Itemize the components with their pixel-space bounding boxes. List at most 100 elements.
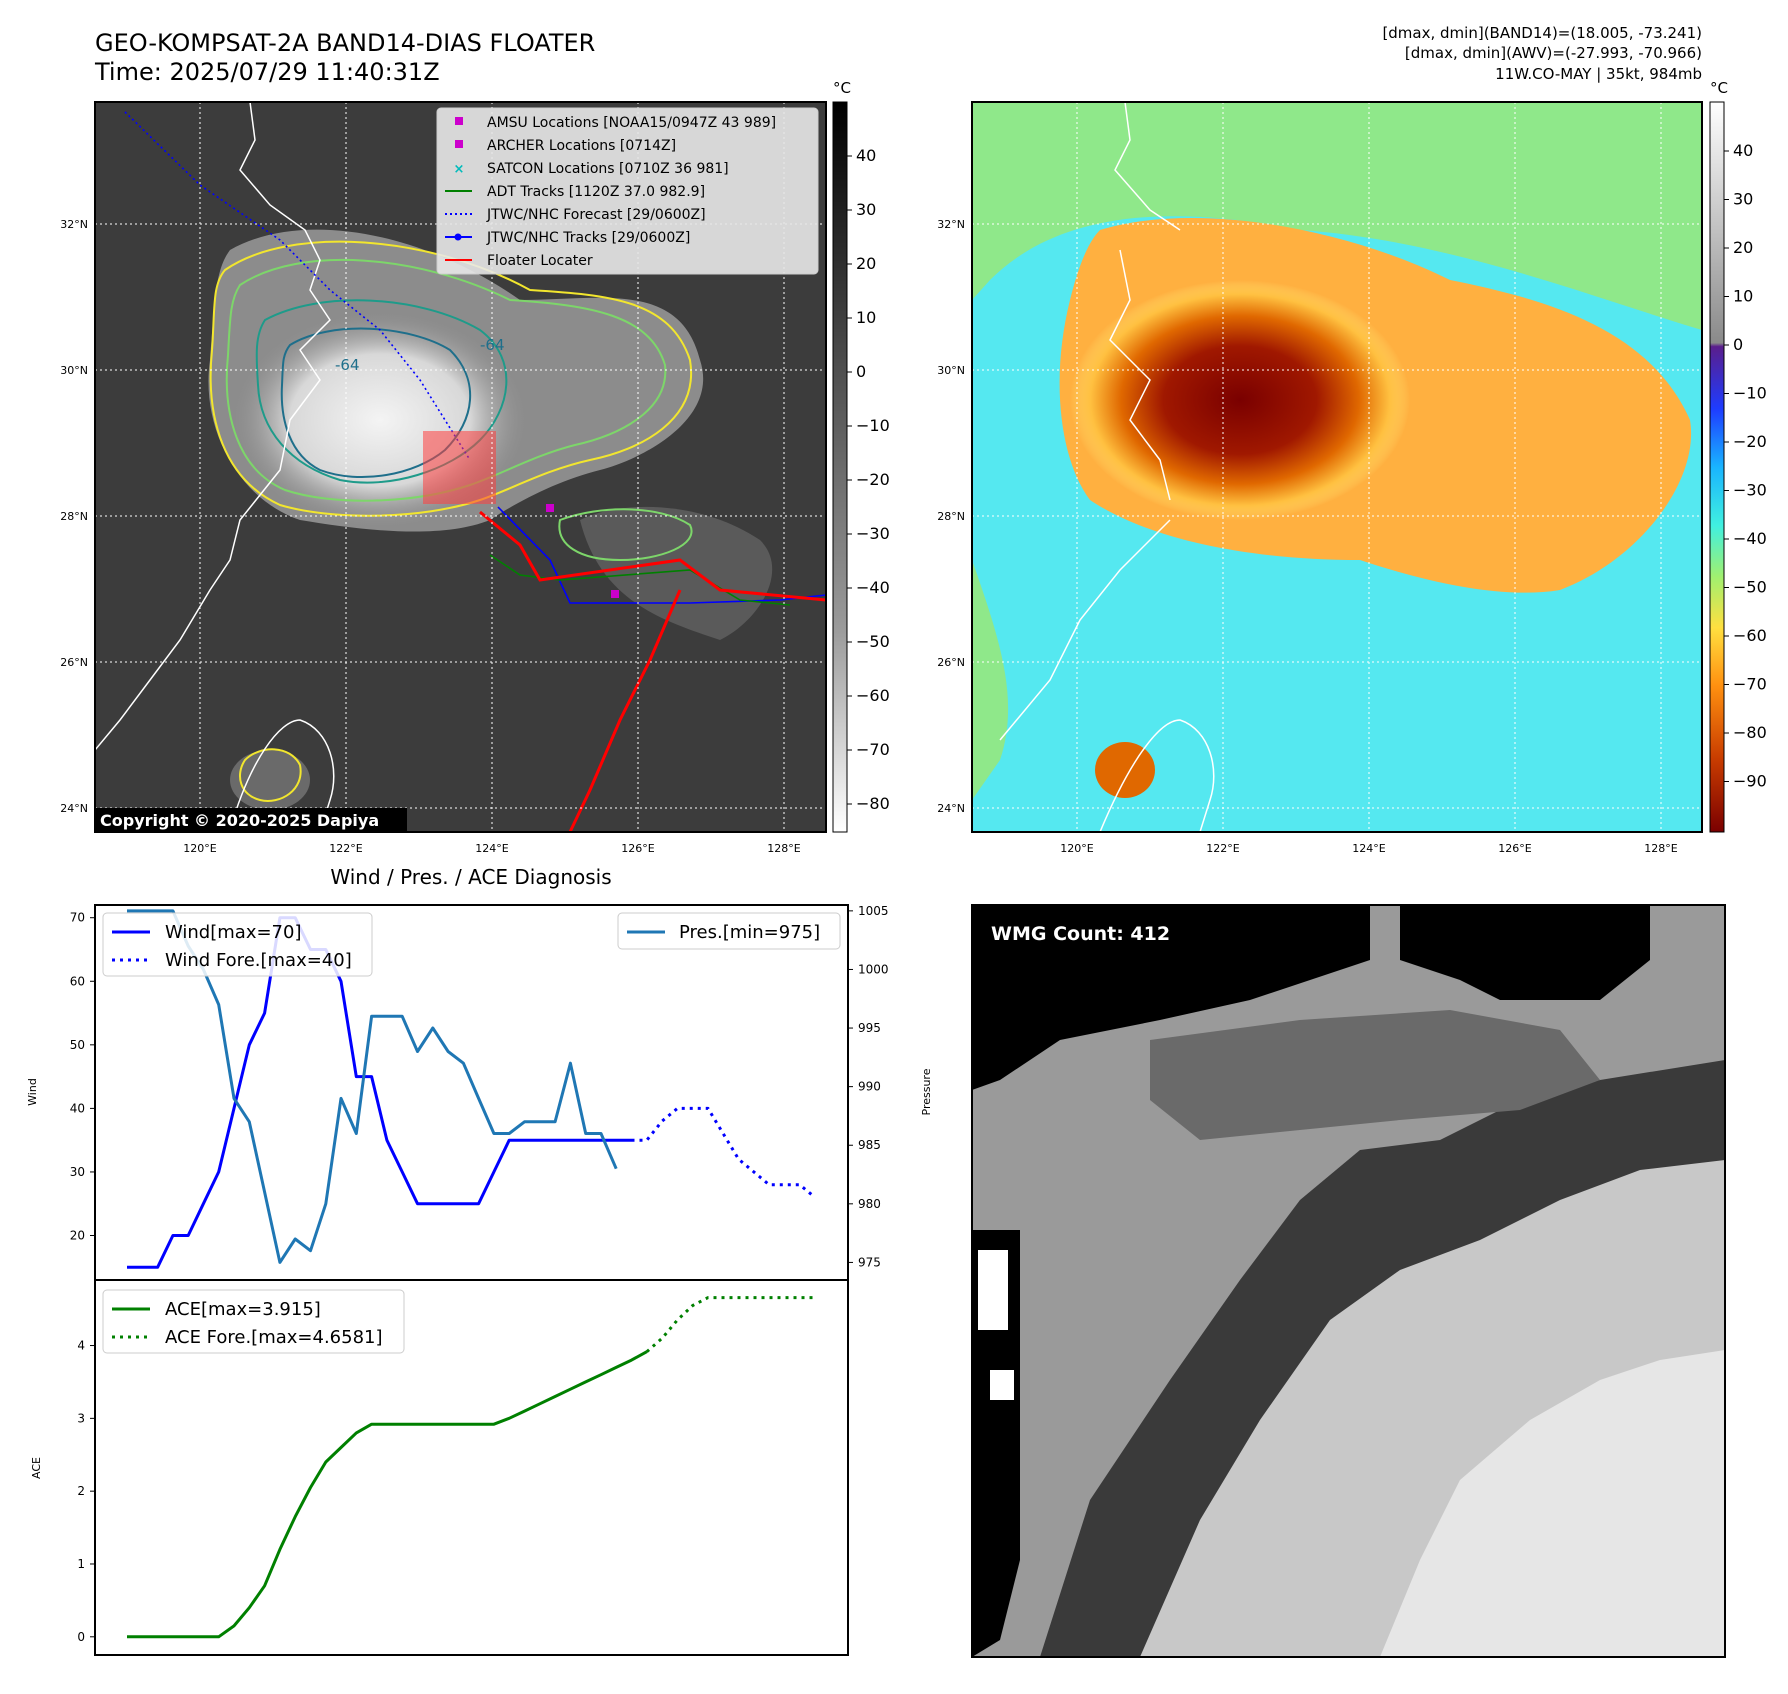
legend-marker-satcon: × [454, 162, 465, 177]
colorbar-tick-label: 0 [856, 362, 866, 381]
colorbar-tick-label: 40 [856, 146, 876, 165]
ir-contour-yellow [209, 240, 693, 517]
awv-lon-label-128: 128°E [1644, 842, 1677, 855]
legend-label-track: JTWC/NHC Tracks [29/0600Z] [486, 230, 690, 246]
colorbar-tick-label: 30 [1733, 190, 1753, 209]
colorbar-tick-label: −70 [1733, 675, 1767, 694]
axis-tick-label: 1005 [858, 904, 889, 918]
wmg-count-label: WMG Count: 412 [991, 923, 1170, 945]
axis-tick-label: 30 [70, 1165, 85, 1179]
awv-core [1070, 280, 1410, 520]
ir-map-frame [94, 101, 827, 833]
lat-label-24: 24°N [60, 802, 88, 815]
axis-tick-label: 40 [70, 1101, 85, 1115]
legend-label-adt: ADT Tracks [1120Z 37.0 982.9] [487, 184, 705, 200]
figure-title: GEO-KOMPSAT-2A BAND14-DIAS FLOATER [95, 29, 595, 57]
ace-panel: 4 3 2 1 0 ACE ACE[max=3.915] ACE Fore.[max=4… [30, 1279, 849, 1656]
floater-track [479, 510, 826, 602]
wmg-black-top-right [1400, 905, 1650, 1000]
archer-marker [611, 590, 619, 598]
lat-label-28: 28°N [60, 510, 88, 523]
colorbar-tick-label: 20 [1733, 238, 1753, 257]
wind-pres-series [127, 909, 816, 1269]
legend-label-satcon: SATCON Locations [0710Z 36 981] [487, 161, 729, 177]
axis-tick-label: 995 [858, 1021, 881, 1035]
info-band14: [dmax, dmin](BAND14)=(18.005, -73.241) [1382, 24, 1702, 42]
wind-fore-legend-label: Wind Fore.[max=40] [165, 950, 352, 971]
lon-label-124: 124°E [475, 842, 508, 855]
pres-legend-box [617, 912, 841, 950]
awv-colorbar: °C 40 30 20 10 0 −10 −20 −30 −40 −50 −60 −70 −80 −90 [1709, 79, 1767, 833]
colorbar-tick-label: 0 [1733, 335, 1743, 354]
colorbar-tick-label: −30 [856, 524, 890, 543]
amsu-marker [546, 504, 554, 512]
axis-tick-label: 50 [70, 1038, 85, 1052]
pres-legend-label: Pres.[min=975] [679, 922, 820, 943]
pres-axis-label: Pressure [920, 1068, 933, 1115]
awv-colorbar-unit: °C [1710, 79, 1728, 97]
axis-tick-label: 975 [858, 1255, 881, 1269]
ir-colorbar-unit: °C [833, 79, 851, 97]
ace-axis-label: ACE [30, 1457, 43, 1479]
ace-series-line-1 [645, 1296, 815, 1353]
colorbar-tick-label: 20 [856, 254, 876, 273]
legend-label-archer: ARCHER Locations [0714Z] [487, 138, 676, 154]
colorbar-tick-label: −50 [856, 632, 890, 651]
wmg-brightest-region [1380, 1350, 1725, 1657]
axis-tick-label: 1000 [858, 962, 889, 976]
colorbar-tick-label: −10 [1733, 384, 1767, 403]
series-line-2 [127, 909, 618, 1264]
awv-coastline-taiwan [1099, 719, 1215, 832]
colorbar-tick-label: 10 [856, 308, 876, 327]
ir-contour-small [239, 748, 302, 802]
colorbar-tick-label: −40 [1733, 529, 1767, 548]
ir-coastline [95, 102, 331, 751]
ace-legend-label: ACE[max=3.915] [165, 1299, 321, 1320]
ir-colorbar-ticks: 40 30 20 10 0 −10 −20 −30 −40 −50 −60 −70 −80 [847, 146, 890, 813]
map-legend: AMSU Locations [NOAA15/0947Z 43 989] ARC… [436, 107, 819, 275]
awv-colorbar-ramp [1709, 101, 1725, 833]
legend-label-amsu: AMSU Locations [NOAA15/0947Z 43 989] [487, 115, 776, 131]
ace-fore-legend-label: ACE Fore.[max=4.6581] [165, 1327, 383, 1348]
colorbar-tick-label: −20 [856, 470, 890, 489]
awv-green-west [972, 560, 1009, 800]
axis-tick-label: 0 [77, 1630, 85, 1644]
legend-marker-amsu [455, 117, 463, 125]
colorbar-tick-label: −70 [856, 740, 890, 759]
awv-coastline-north [1114, 102, 1181, 231]
legend-marker-archer [455, 140, 463, 148]
colorbar-tick-label: −80 [1733, 723, 1767, 742]
wind-axis-label: Wind [26, 1078, 39, 1106]
diag-title: Wind / Pres. / ACE Diagnosis [330, 865, 611, 889]
awv-gridlines [972, 102, 1702, 832]
lat-label-26: 26°N [60, 656, 88, 669]
contour-label-1: -64 [335, 356, 360, 374]
awv-colorbar-ticks: 40 30 20 10 0 −10 −20 −30 −40 −50 −60 −70 −80 −90 [1724, 141, 1767, 791]
lon-label-126: 126°E [621, 842, 654, 855]
lon-label-120: 120°E [183, 842, 216, 855]
awv-lat-label-30: 30°N [937, 364, 965, 377]
axis-tick-label: 1 [77, 1557, 85, 1571]
axis-tick-label: 990 [858, 1080, 881, 1094]
colorbar-tick-label: −80 [856, 794, 890, 813]
copyright-text: Copyright © 2020-2025 Dapiya [100, 811, 379, 830]
awv-lon-label-126: 126°E [1498, 842, 1531, 855]
awv-map-panel [971, 101, 1703, 833]
wmg-white-patch [978, 1250, 1008, 1330]
ir-cloud-band [580, 506, 773, 640]
ir-map-imagery [95, 102, 826, 832]
awv-coastline-islands [999, 519, 1171, 741]
series-line-0 [127, 916, 632, 1269]
wmg-frame [971, 904, 1726, 1658]
awv-map-imagery [972, 102, 1702, 832]
wmg-panel: WMG Count: 412 [971, 904, 1726, 1658]
floater-box [423, 431, 496, 504]
axis-tick-label: 70 [70, 911, 85, 925]
wmg-label-box [983, 918, 1193, 948]
wmg-black-left [972, 1230, 1020, 1657]
ir-coastline-taiwan [229, 719, 335, 832]
lon-label-128: 128°E [767, 842, 800, 855]
axis-tick-label: 980 [858, 1197, 881, 1211]
